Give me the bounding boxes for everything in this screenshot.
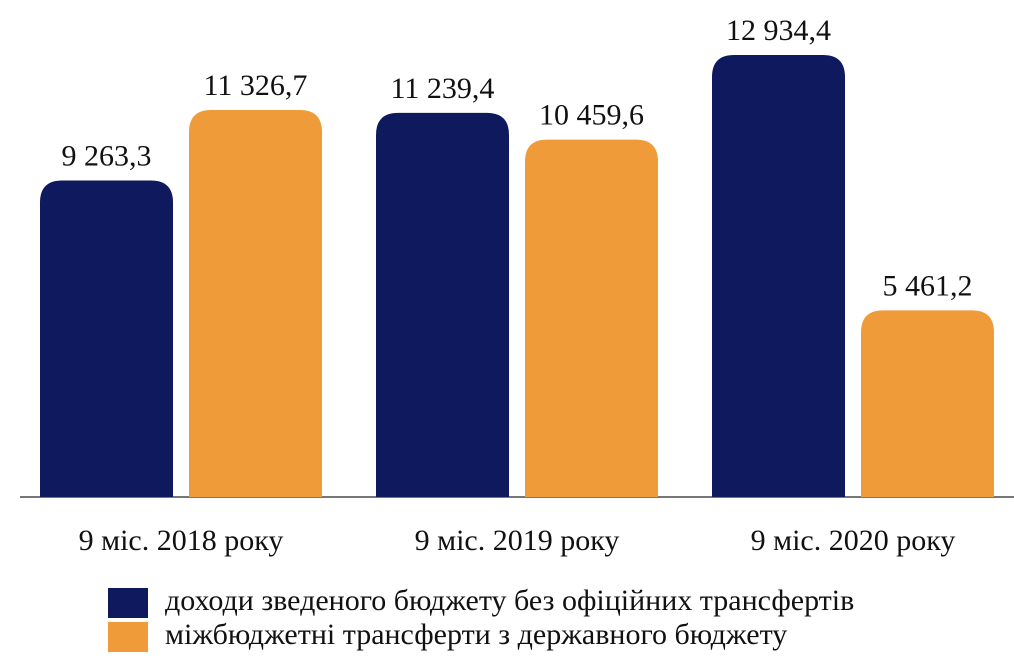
bar <box>861 310 994 497</box>
bar <box>376 112 509 497</box>
legend-label: доходи зведеного бюджету без офіційних т… <box>165 584 854 617</box>
x-tick-label: 9 міс. 2019 року <box>415 524 620 557</box>
bar <box>525 139 658 497</box>
value-label: 12 934,4 <box>726 14 831 47</box>
legend-swatch <box>108 622 148 652</box>
bar <box>189 109 322 498</box>
legend-label: міжбюджетні трансферти з державного бюдж… <box>165 618 787 651</box>
value-label: 11 326,7 <box>204 69 308 102</box>
bar <box>40 180 173 497</box>
legend-swatch <box>108 588 148 618</box>
value-label: 11 239,4 <box>391 72 495 105</box>
value-label: 9 263,3 <box>62 139 152 172</box>
x-tick-label: 9 міс. 2020 року <box>751 524 956 557</box>
value-label: 5 461,2 <box>883 269 973 302</box>
x-tick-label: 9 міс. 2018 року <box>79 524 284 557</box>
bar <box>712 55 845 497</box>
value-label: 10 459,6 <box>539 98 644 131</box>
